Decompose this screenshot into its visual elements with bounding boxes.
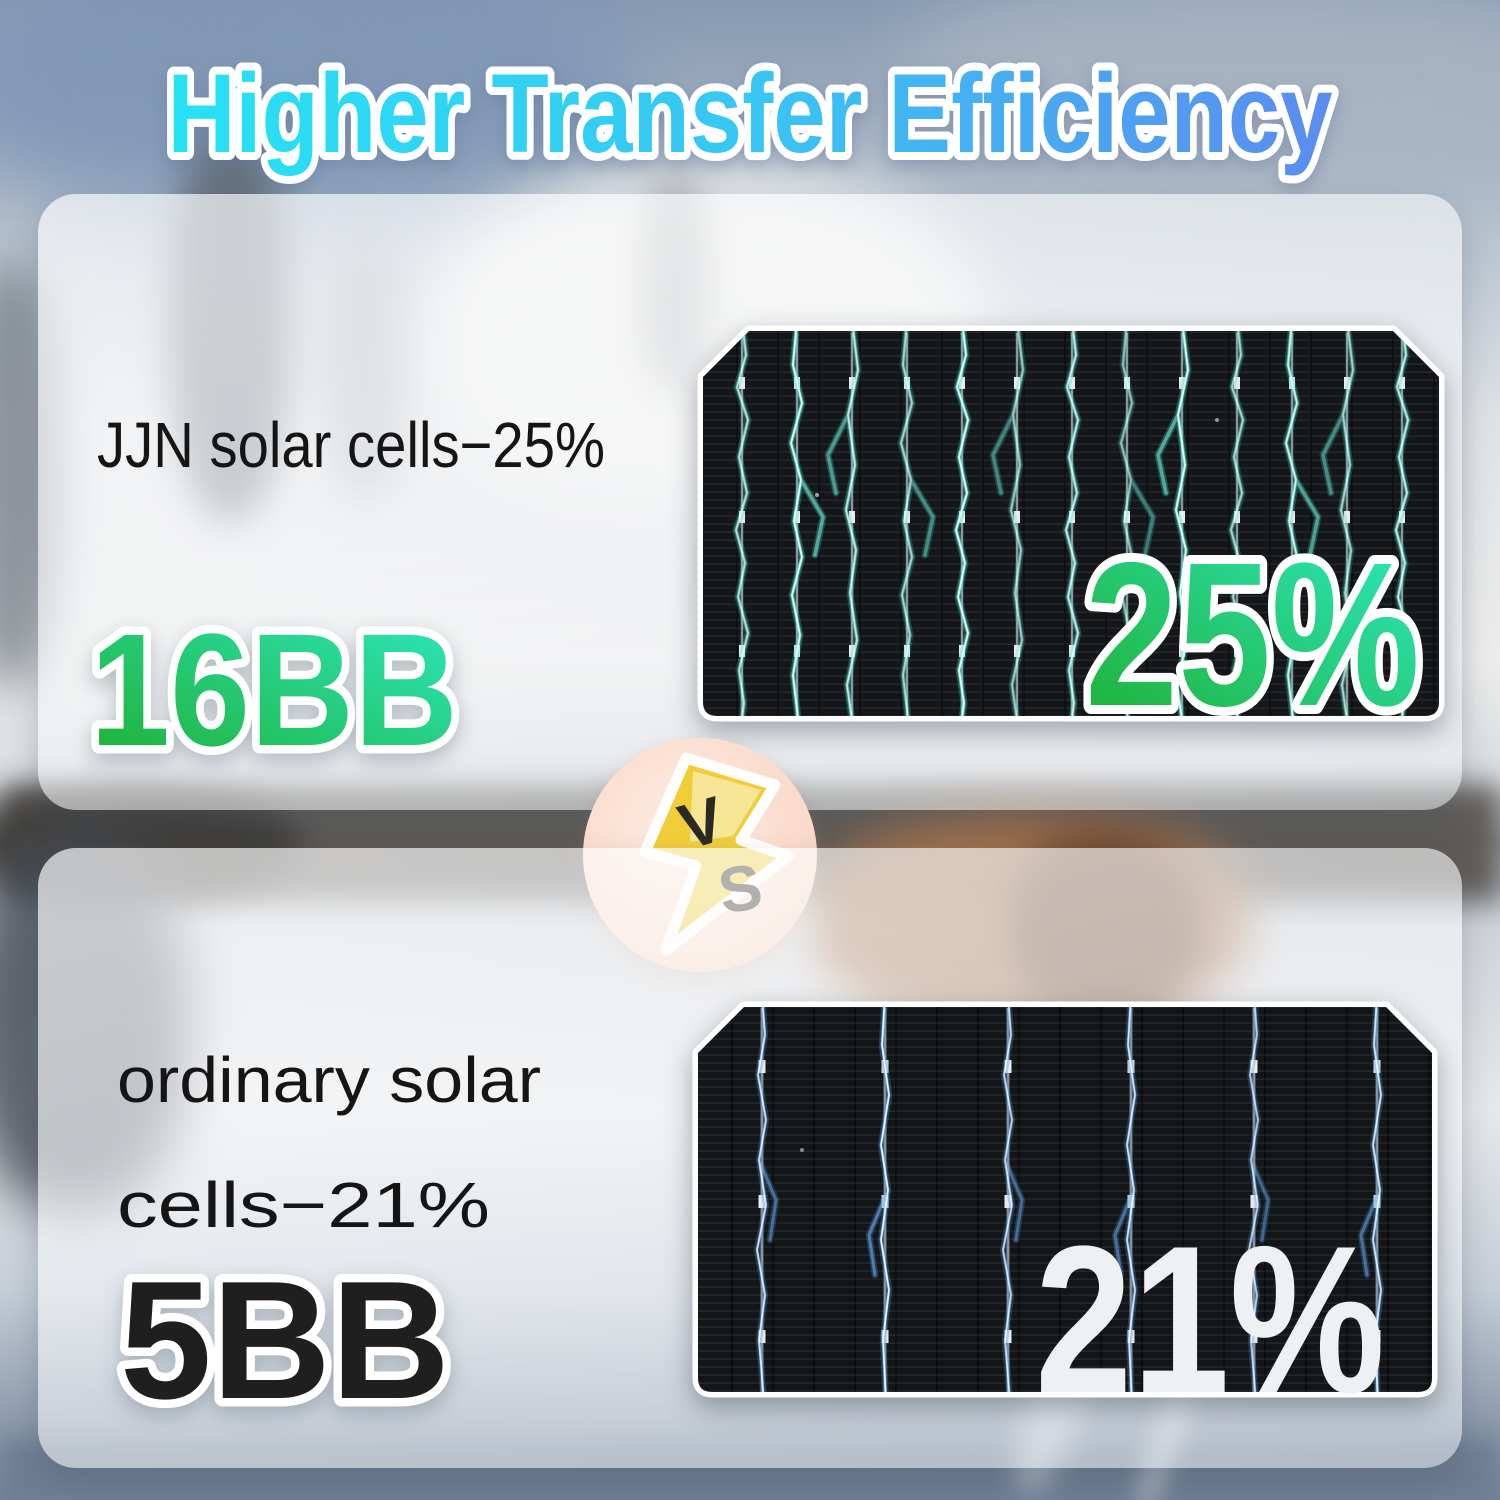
bg-sky-patch [0,0,640,220]
electric-arcs-teal [703,331,1439,716]
jjn-efficiency-value: 25% [1085,520,1420,722]
bg-sky-patch [900,0,1500,190]
ordinary-busbar-art: 5BB [112,1248,459,1443]
ordinary-label-line1-art: ordinary solar [117,1044,541,1116]
page-title-art: Higher Transfer Efficiency [160,43,1341,184]
ordinary-efficiency-value: 21% [1035,1202,1385,1398]
jjn-label: JJN solar cells−25% [97,409,605,481]
ordinary-label-line2: cells−21% [117,1169,490,1241]
ordinary-panel-image: 21% [692,1001,1438,1398]
jjn-busbar-art: 16BB [82,595,467,788]
jjn-panel-image: 25% [697,325,1445,722]
ordinary-label-line2-art: cells−21% [117,1169,490,1241]
page-title: Higher Transfer Efficiency [168,51,1333,176]
electric-arcs-blue [698,1007,1432,1392]
jjn-busbar-label: 16BB [90,600,458,779]
jjn-label-art: JJN solar cells−25% [97,409,605,481]
ordinary-label-line1: ordinary solar [117,1044,541,1116]
ordinary-busbar-label: 5BB [120,1248,450,1434]
